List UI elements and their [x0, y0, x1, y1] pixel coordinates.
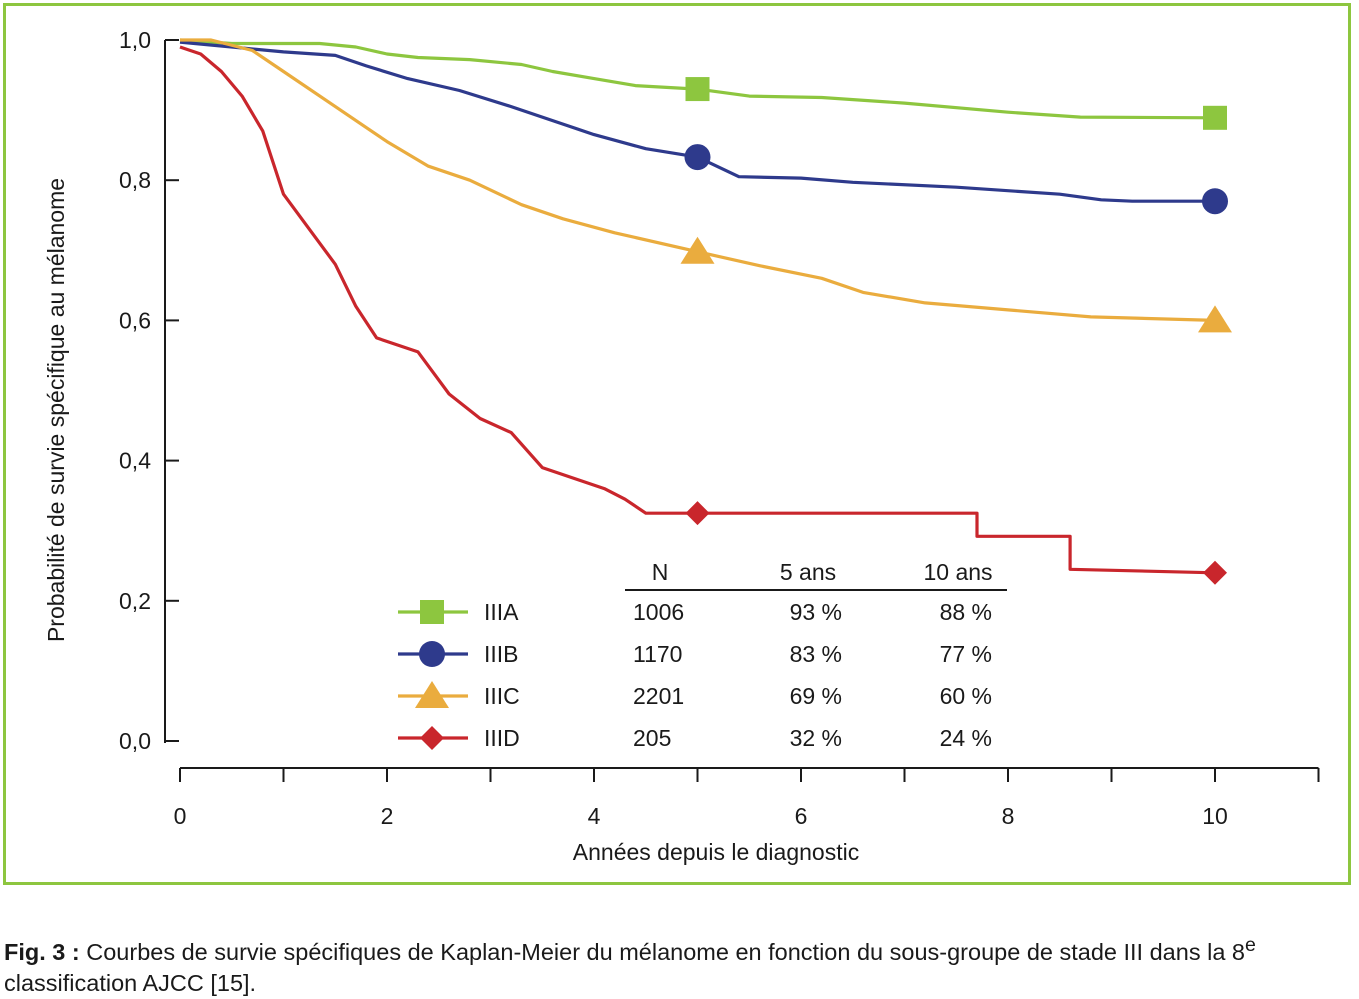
y-tick-label: 0,6: [119, 307, 151, 333]
series-IIIA: [179, 38, 1227, 130]
table-header: 5 ans: [780, 559, 836, 585]
series-layer: [179, 38, 1232, 585]
legend-label-IIIA: IIIA: [484, 599, 519, 625]
legend-label-IIID: IIID: [484, 725, 520, 751]
series-line-IIID: [179, 45, 1216, 575]
y-axis-label: Probabilité de survie spécifique au méla…: [43, 178, 69, 642]
y-tick-label: 0,0: [119, 728, 151, 754]
series-IIIB: [179, 40, 1228, 215]
y-tick-label: 0,4: [119, 448, 151, 474]
chart-frame: [3, 3, 1351, 885]
point-IIIA-10y: [1203, 105, 1227, 130]
x-tick-label: 8: [1002, 803, 1015, 829]
x-tick-label: 6: [795, 803, 808, 829]
legend-n-IIIA: 1006: [633, 599, 684, 625]
caption-text-end: classification AJCC [15].: [4, 969, 257, 996]
point-IIID-5y: [685, 501, 710, 526]
y-tick-label: 0,2: [119, 588, 151, 614]
legend-10y-IIID: 24 %: [940, 725, 992, 751]
table-header: N: [652, 559, 669, 585]
legend-5y-IIIC: 69 %: [790, 683, 842, 709]
legend-label-IIIB: IIIB: [484, 641, 519, 667]
legend-n-IIID: 205: [633, 725, 671, 751]
x-tick-label: 2: [381, 803, 394, 829]
legend-5y-IIID: 32 %: [790, 725, 842, 751]
table-header: 10 ans: [923, 559, 992, 585]
legend-5y-IIIB: 83 %: [790, 641, 842, 667]
point-IIIC-10y: [1198, 305, 1232, 333]
caption-superscript: e: [1245, 934, 1256, 956]
legend-10y-IIIB: 77 %: [940, 641, 992, 667]
legend-n-IIIB: 1170: [633, 641, 682, 667]
series-line-IIIA: [179, 38, 1216, 120]
x-tick-label: 0: [174, 803, 187, 829]
legend-10y-IIIC: 60 %: [940, 683, 992, 709]
caption-text: Courbes de survie spécifiques de Kaplan-…: [79, 938, 1245, 965]
point-IIIB-10y: [1202, 188, 1228, 215]
series-IIIC: [180, 38, 1232, 333]
legend-marker-IIIB: [419, 641, 445, 667]
point-IIIC-5y: [680, 236, 715, 264]
y-tick-label: 0,8: [119, 167, 151, 193]
legend-n-IIIC: 2201: [633, 683, 684, 709]
legend-label-IIIC: IIIC: [484, 683, 520, 709]
point-IIIB-5y: [684, 144, 711, 171]
point-IIID-10y: [1203, 560, 1227, 585]
legend: N 5 ans 10 ans IIIA 1006 93 % 88 % IIIB 1170 83 %…: [398, 559, 1007, 751]
legend-marker-IIIA: [420, 600, 444, 624]
series-IIID: [179, 45, 1227, 585]
x-axis-label: Années depuis le diagnostic: [573, 839, 859, 865]
series-line-IIIC: [180, 38, 1216, 322]
series-line-IIIB: [179, 40, 1215, 203]
legend-10y-IIIA: 88 %: [940, 599, 992, 625]
figure-caption: Fig. 3 : Courbes de survie spécifiques d…: [4, 930, 1356, 999]
y-tick-label: 1,0: [119, 27, 151, 53]
point-IIIA-5y: [685, 77, 710, 102]
axes: 0,0 0,2 0,4 0,6 0,8 1,0 0 2 4 6 8 10: [119, 27, 1320, 829]
caption-label: Fig. 3 :: [4, 938, 80, 965]
x-tick-label: 4: [588, 803, 601, 829]
x-tick-label: 10: [1202, 803, 1228, 829]
legend-marker-IIID: [420, 726, 444, 750]
legend-5y-IIIA: 93 %: [790, 599, 842, 625]
legend-marker-IIIC: [415, 681, 449, 708]
